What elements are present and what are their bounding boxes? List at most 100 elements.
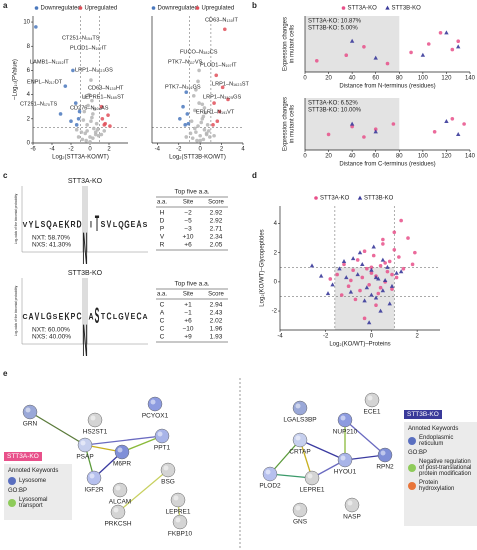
- tag: STT3B-KO: [404, 410, 442, 419]
- node-label: PRKCSH: [104, 521, 131, 528]
- background-point: [204, 132, 209, 137]
- table-cell: +9: [184, 334, 192, 341]
- y-axis-label: Log₂(KO/WT)–Glycopeptides: [260, 229, 266, 306]
- annotation: LEPRE1–N₁₈₅ST: [82, 94, 125, 100]
- annotation: FUCO–N₃₈₂CS: [180, 49, 218, 55]
- node: [304, 470, 320, 486]
- node-shine: [265, 469, 271, 475]
- background-point: [90, 115, 94, 120]
- table-header: Site: [183, 292, 194, 298]
- node-label: PCYOX1: [142, 413, 169, 420]
- y-axis-label: Expression changes: [283, 97, 289, 151]
- background-point: [202, 127, 207, 132]
- table-cell: 2.92: [210, 218, 223, 225]
- data-point: [344, 275, 349, 280]
- node: [377, 447, 393, 463]
- background-point: [205, 123, 210, 127]
- table-cell: +1: [184, 302, 192, 309]
- y-axis-label: –Log₁₀(PValue): [13, 59, 19, 100]
- data-point: [362, 316, 367, 321]
- data-point: [406, 236, 410, 240]
- data-point: [450, 47, 455, 52]
- legend-label: STT3B-KO: [392, 6, 422, 12]
- annotation: CT251–N₁₇₀TS: [20, 101, 57, 107]
- x-tick-label: 20: [325, 76, 332, 82]
- node: [154, 428, 170, 444]
- data-point: [212, 101, 216, 105]
- annotation: CD63–N₁₃₀HT: [88, 85, 124, 91]
- table-header: a.a.: [157, 292, 167, 298]
- data-point: [73, 101, 78, 105]
- data-point: [325, 291, 331, 296]
- data-point: [223, 27, 227, 32]
- data-point: [394, 270, 399, 275]
- table-cell: C: [160, 326, 165, 333]
- node-label: PSAP: [76, 454, 93, 461]
- data-point: [382, 278, 388, 282]
- data-point: [346, 284, 351, 289]
- logo-letter: N: [82, 223, 87, 273]
- background-point: [191, 94, 196, 98]
- node: [170, 492, 186, 508]
- node-label: CRTAP: [289, 449, 310, 456]
- table-header: Site: [183, 200, 194, 206]
- annotation: PTK7–N₁₁₇VS: [168, 59, 203, 65]
- data-point: [374, 303, 378, 308]
- x-tick-label: 2: [415, 334, 419, 340]
- data-point: [185, 112, 190, 116]
- logo-letter: C: [136, 310, 142, 322]
- data-point: [385, 269, 390, 274]
- node-shine: [340, 455, 346, 461]
- node-label: LEPRE1: [166, 509, 191, 516]
- node-shine: [380, 450, 386, 456]
- keyword-text: Lysosomal transport: [19, 497, 48, 509]
- table-title: Top five a.a.: [174, 189, 209, 196]
- node: [292, 502, 308, 518]
- data-point: [74, 123, 79, 127]
- data-point: [371, 244, 376, 249]
- logo-letter: E: [59, 220, 64, 230]
- x-axis-label: Distance from C-terminus (residues): [339, 162, 435, 168]
- data-point: [381, 237, 385, 242]
- data-point: [398, 269, 404, 274]
- keyword-box: Annoted Keywords Lysosome GO:BP Lysosoma…: [4, 464, 72, 520]
- keyword: Endoplasmic reticulum: [408, 435, 473, 447]
- annotation: ERLR1–N₁₉₁VT: [196, 109, 235, 115]
- node-shine: [80, 440, 86, 446]
- background-point: [195, 138, 199, 143]
- data-point: [420, 52, 426, 57]
- table-cell: 1.93: [210, 334, 223, 341]
- background-point: [89, 119, 93, 124]
- data-point: [34, 25, 38, 29]
- legend-label: STT3A-KO: [348, 6, 378, 12]
- background-point: [198, 133, 202, 138]
- table-cell: V: [160, 234, 165, 241]
- node: [110, 504, 126, 520]
- shaded-region: [305, 16, 400, 72]
- data-point: [378, 285, 383, 290]
- table-cell: 2.34: [210, 234, 223, 241]
- background-point: [87, 92, 91, 97]
- data-point: [349, 121, 355, 126]
- legend-marker: [357, 195, 363, 200]
- x-tick-label: 120: [441, 76, 452, 82]
- table-cell: C: [160, 334, 165, 341]
- table-title: Top five a.a.: [174, 281, 209, 288]
- node-label: LGALS3BP: [283, 417, 316, 424]
- data-point: [410, 262, 415, 267]
- data-point: [392, 247, 397, 252]
- x-axis-label: Log₂(STT3B-KO/WT): [169, 155, 226, 161]
- x-tick-label: 120: [441, 154, 452, 160]
- logo-letter: L: [113, 222, 118, 229]
- annotation: LAMB1–N₁₁₅₂IT: [30, 59, 69, 65]
- data-point: [355, 258, 360, 262]
- node-shine: [347, 500, 353, 506]
- logo-letter: C: [22, 314, 27, 321]
- logo-stat: NXS: 40.00%: [32, 334, 71, 341]
- table-cell: −1: [184, 310, 192, 317]
- node-label: ALCAM: [109, 499, 131, 506]
- annotation: PLOD1–N₁₉₇IT: [70, 45, 107, 51]
- note: STT3A-KO: 6.52%: [308, 101, 358, 107]
- data-point: [77, 109, 82, 114]
- background-point: [198, 138, 202, 143]
